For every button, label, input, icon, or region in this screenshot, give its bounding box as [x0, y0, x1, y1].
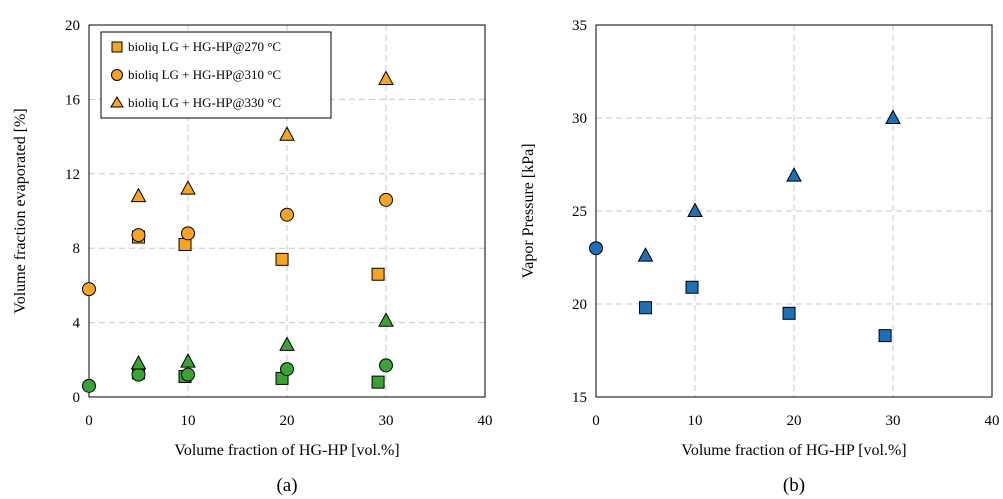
panel-a-y-axis-label: Volume fraction evaporated [%]: [12, 108, 29, 313]
data-point-circle: [181, 367, 195, 382]
data-point-triangle: [687, 202, 703, 217]
panel-b-x-ticks: 0 10 20 30 40: [592, 413, 999, 429]
data-point-square: [639, 301, 652, 315]
data-point-circle: [82, 378, 96, 393]
legend-triangle-marker: [110, 96, 124, 108]
panel-a-legend: bioliq LG + HG-HP@270 °C bioliq LG + HG-…: [100, 31, 332, 119]
legend-item-330: bioliq LG + HG-HP@330 °C: [110, 95, 281, 110]
data-point-circle: [379, 192, 393, 207]
panel-b-points: [589, 109, 901, 343]
panel-b-x-axis-label: Volume fraction of HG-HP [vol.%]: [681, 442, 906, 459]
legend-circle-marker: [111, 69, 123, 81]
panel-a-plot-frame: [88, 24, 486, 398]
data-point-circle: [280, 362, 294, 377]
y-tick-label: 20: [65, 18, 80, 34]
y-tick-label: 25: [572, 204, 587, 220]
data-point-triangle: [180, 353, 196, 368]
data-point-circle: [379, 358, 393, 373]
x-tick-label: 10: [688, 413, 703, 429]
x-tick-label: 20: [280, 413, 295, 429]
data-point-square: [275, 252, 289, 266]
y-tick-label: 30: [572, 111, 587, 127]
panel-a-label: (a): [276, 475, 297, 496]
x-tick-label: 0: [85, 413, 93, 429]
data-point-triangle: [786, 167, 802, 182]
x-tick-label: 40: [985, 413, 1000, 429]
data-point-circle: [82, 282, 96, 297]
y-tick-label: 4: [73, 316, 81, 332]
y-tick-label: 20: [572, 297, 587, 313]
panel-a-x-axis-label: Volume fraction of HG-HP [vol.%]: [174, 442, 399, 459]
y-tick-label: 8: [73, 241, 81, 257]
data-point-square: [782, 306, 796, 320]
legend-label-310: bioliq LG + HG-HP@310 °C: [128, 67, 281, 82]
x-tick-label: 30: [379, 413, 394, 429]
x-tick-label: 40: [478, 413, 493, 429]
data-point-triangle: [885, 109, 901, 124]
panel-b-y-ticks: 15 20 25 30 35: [572, 18, 587, 406]
panel-a-x-ticks: 0 10 20 30 40: [85, 413, 492, 429]
data-point-triangle: [378, 70, 394, 85]
y-tick-label: 16: [65, 92, 81, 108]
y-tick-label: 12: [65, 167, 80, 183]
data-point-square: [371, 375, 385, 389]
x-tick-label: 30: [886, 413, 901, 429]
legend-square-marker: [111, 41, 123, 53]
legend-label-270: bioliq LG + HG-HP@270 °C: [128, 39, 281, 54]
panel-a: 0 4 8 12 16 20 0 10 20 30 40 Volume fraction of H…: [12, 18, 493, 496]
panel-a-points: [82, 70, 394, 393]
panel-b: 15 20 25 30 35 0 10 20 30 40 Volume fraction of …: [520, 18, 1000, 496]
x-tick-label: 0: [592, 413, 600, 429]
legend-box: [100, 31, 332, 119]
x-tick-label: 10: [181, 413, 196, 429]
panel-b-label: (b): [783, 475, 805, 496]
data-point-triangle: [279, 336, 295, 351]
panel-b-plot-frame: [595, 24, 993, 398]
data-point-triangle: [180, 180, 196, 195]
y-tick-label: 15: [572, 390, 587, 406]
panel-b-y-axis-label: Vapor Pressure [kPa]: [520, 143, 537, 278]
y-tick-label: 35: [572, 18, 587, 34]
data-point-triangle: [378, 312, 394, 327]
data-point-square: [878, 329, 892, 343]
data-point-triangle: [279, 126, 295, 141]
panel-b-grid: [596, 25, 992, 397]
data-point-circle: [181, 226, 195, 241]
data-point-circle: [589, 241, 603, 256]
data-point-triangle: [130, 354, 147, 370]
data-point-circle: [131, 367, 146, 382]
data-point-triangle: [130, 187, 147, 203]
y-tick-label: 0: [73, 390, 81, 406]
data-point-circle: [131, 228, 146, 243]
data-point-square: [685, 280, 699, 294]
legend-label-330: bioliq LG + HG-HP@330 °C: [128, 95, 281, 110]
x-tick-label: 20: [787, 413, 802, 429]
data-point-circle: [280, 207, 294, 222]
legend-item-270: bioliq LG + HG-HP@270 °C: [111, 39, 281, 54]
legend-item-310: bioliq LG + HG-HP@310 °C: [111, 67, 281, 82]
data-point-triangle: [637, 247, 654, 262]
data-point-square: [371, 267, 385, 281]
data-point-square: [178, 237, 192, 251]
panel-a-y-ticks: 0 4 8 12 16 20: [65, 18, 81, 406]
